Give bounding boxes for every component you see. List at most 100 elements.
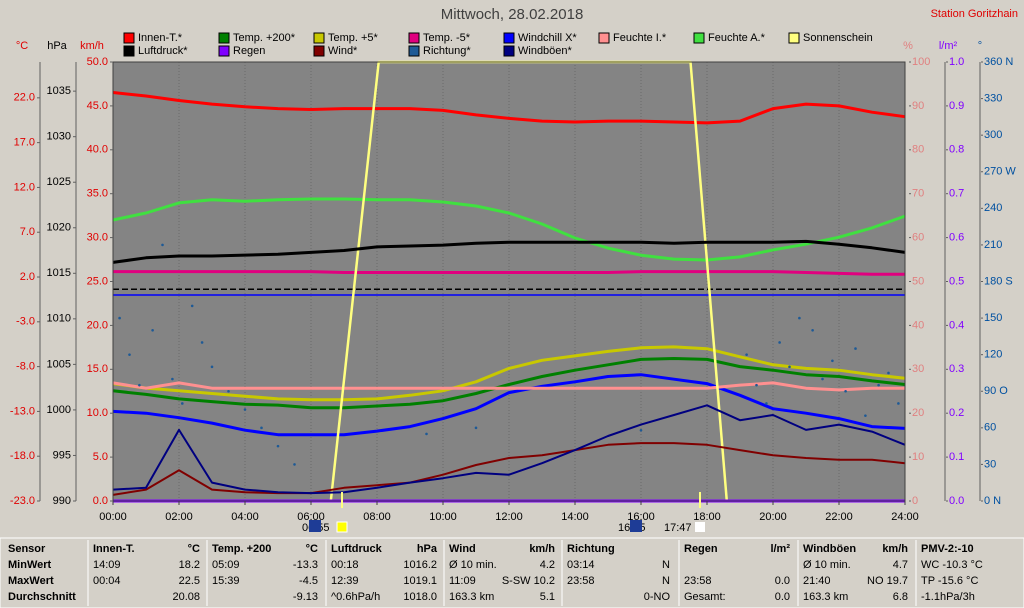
legend-swatch bbox=[503, 32, 515, 44]
y-tick-label: 10 bbox=[912, 451, 924, 463]
x-tick-label: 12:00 bbox=[495, 511, 523, 523]
series-line bbox=[112, 197, 906, 262]
y-tick-label: 60 bbox=[984, 422, 996, 434]
legend-swatch bbox=[408, 32, 420, 44]
y-tick-label: 300 bbox=[984, 129, 1002, 141]
column-header: PMV-2:-10 bbox=[921, 543, 974, 555]
sun-icon bbox=[336, 521, 348, 533]
legend-swatch bbox=[598, 32, 610, 44]
moon-icon bbox=[630, 520, 642, 532]
table-body: Sensor MinWert MaxWert Durchschnitt Innen-T.… bbox=[8, 540, 983, 606]
x-tick-label: 10:00 bbox=[429, 511, 457, 523]
axis-unit: km/h bbox=[80, 40, 104, 52]
y-tick-label: 1025 bbox=[47, 176, 71, 188]
direction-dot bbox=[788, 365, 791, 369]
cell: Ø 10 min. bbox=[803, 559, 851, 571]
cell: 1016.2 bbox=[403, 559, 437, 571]
y-tick-label: 1035 bbox=[47, 85, 71, 97]
series-line bbox=[112, 345, 906, 402]
moon-icon bbox=[309, 520, 321, 532]
legend-label: Innen-T.* bbox=[138, 32, 183, 44]
direction-dot bbox=[200, 341, 204, 344]
legend-label: Wind* bbox=[328, 45, 358, 57]
chart-title: Mittwoch, 28.02.2018 bbox=[441, 6, 584, 23]
axis-unit: hPa bbox=[47, 40, 67, 52]
y-tick-label: 0.9 bbox=[949, 100, 964, 112]
cell: -1.1hPa/3h bbox=[921, 591, 975, 603]
cell: 21:40 bbox=[803, 575, 831, 587]
y-tick-label: 70 bbox=[912, 188, 924, 200]
cell: 20.08 bbox=[172, 591, 200, 603]
direction-dot bbox=[897, 402, 900, 405]
row-label: MinWert bbox=[8, 559, 52, 571]
y-tick-label: 210 bbox=[984, 239, 1002, 251]
column-header: Regen bbox=[684, 543, 718, 555]
legend-label: Windböen* bbox=[518, 45, 573, 57]
direction-dot bbox=[181, 402, 184, 405]
series-line bbox=[112, 91, 906, 125]
row-label: MaxWert bbox=[8, 575, 54, 587]
y-tick-label: 0.1 bbox=[949, 451, 964, 463]
y-tick-label: 150 bbox=[984, 312, 1002, 324]
x-tick-label: 08:00 bbox=[363, 511, 391, 523]
y-tick-label: 0.0 bbox=[93, 495, 108, 507]
legend-swatch bbox=[503, 45, 515, 57]
cell: WC -10.3 °C bbox=[921, 559, 983, 571]
y-tick-label: 240 bbox=[984, 202, 1002, 214]
y-tick-label: 50 bbox=[912, 275, 924, 287]
legend-label: Temp. +5* bbox=[328, 32, 379, 44]
y-tick-label: -8.0 bbox=[16, 361, 35, 373]
direction-dot bbox=[765, 402, 768, 405]
cell: 4.2 bbox=[540, 559, 555, 571]
y-tick-label: 0.5 bbox=[949, 275, 964, 287]
column-header: Richtung bbox=[567, 543, 615, 555]
cell: 00:18 bbox=[331, 559, 359, 571]
y-tick-label: 30.0 bbox=[87, 232, 108, 244]
direction-dot bbox=[243, 408, 247, 411]
direction-dot bbox=[260, 426, 263, 430]
y-tick-label: 1.0 bbox=[949, 56, 964, 68]
legend-label: Feuchte I.* bbox=[613, 32, 667, 44]
station-name: Station Goritzhain bbox=[931, 8, 1018, 20]
cell: 6.8 bbox=[893, 591, 908, 603]
direction-dot bbox=[778, 341, 781, 344]
column-unit: km/h bbox=[529, 543, 555, 555]
direction-dot bbox=[474, 426, 478, 430]
column-unit: hPa bbox=[417, 543, 438, 555]
direction-dot bbox=[190, 304, 194, 308]
cell: 03:14 bbox=[567, 559, 595, 571]
row-label: Sensor bbox=[8, 543, 46, 555]
direction-dot bbox=[831, 359, 834, 363]
y-tick-label: 995 bbox=[53, 449, 71, 461]
direction-dot bbox=[210, 365, 214, 369]
y-tick-label: 100 bbox=[912, 56, 930, 68]
legend-label: Sonnenschein bbox=[803, 32, 873, 44]
y-tick-label: 7.0 bbox=[20, 226, 35, 238]
y-tick-label: 0.8 bbox=[949, 144, 964, 156]
y-tick-label: 990 bbox=[53, 495, 71, 507]
x-tick-label: 18:00 bbox=[693, 511, 721, 523]
legend-swatch bbox=[123, 45, 135, 57]
direction-dot bbox=[276, 444, 280, 448]
cell: 5.1 bbox=[540, 591, 555, 603]
y-tick-label: -23.0 bbox=[10, 495, 35, 507]
series-line bbox=[112, 381, 905, 392]
y-tick-label: -13.0 bbox=[10, 405, 35, 417]
column-header: Luftdruck bbox=[331, 543, 383, 555]
direction-dot bbox=[821, 377, 824, 381]
x-tick-label: 00:00 bbox=[99, 511, 127, 523]
axis-unit: °C bbox=[16, 40, 28, 52]
cell: -9.13 bbox=[293, 591, 318, 603]
direction-dot bbox=[425, 432, 428, 436]
y-tick-label: 90 O bbox=[984, 385, 1008, 397]
series-line bbox=[113, 270, 905, 276]
y-tick-label: 120 bbox=[984, 349, 1002, 361]
y-tick-label: 80 bbox=[912, 144, 924, 156]
direction-dot bbox=[798, 316, 801, 320]
cell: 14:09 bbox=[93, 559, 121, 571]
column-header: Wind bbox=[449, 543, 476, 555]
legend-swatch bbox=[693, 32, 705, 44]
cell: 15:39 bbox=[212, 575, 240, 587]
legend-label: Luftdruck* bbox=[138, 45, 188, 57]
